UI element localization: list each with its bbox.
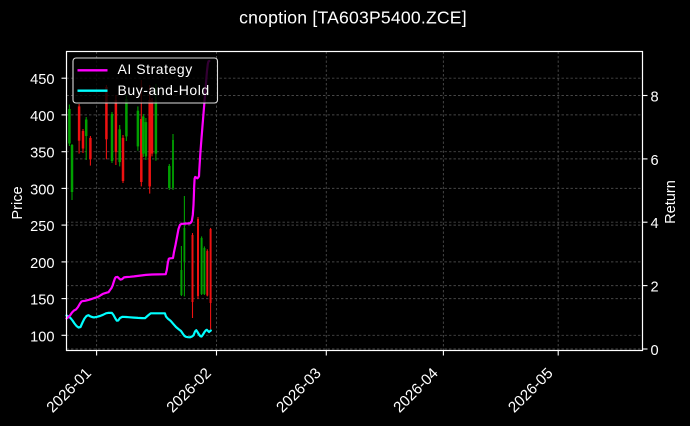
svg-text:Buy-and-Hold: Buy-and-Hold <box>118 82 210 98</box>
svg-text:cnoption [TA603P5400.ZCE]: cnoption [TA603P5400.ZCE] <box>239 8 467 28</box>
svg-text:Price: Price <box>10 186 26 219</box>
svg-text:400: 400 <box>30 109 54 125</box>
svg-text:150: 150 <box>30 293 54 309</box>
svg-text:0: 0 <box>651 343 659 359</box>
svg-text:350: 350 <box>30 146 54 162</box>
svg-text:4: 4 <box>651 216 659 232</box>
svg-text:100: 100 <box>30 329 54 345</box>
svg-text:Return: Return <box>663 180 679 224</box>
svg-text:2: 2 <box>651 280 659 296</box>
svg-text:250: 250 <box>30 219 54 235</box>
svg-text:8: 8 <box>651 90 659 106</box>
svg-text:200: 200 <box>30 256 54 272</box>
svg-text:AI Strategy: AI Strategy <box>118 61 193 77</box>
svg-text:300: 300 <box>30 182 54 198</box>
svg-text:6: 6 <box>651 153 659 169</box>
svg-text:450: 450 <box>30 72 54 88</box>
